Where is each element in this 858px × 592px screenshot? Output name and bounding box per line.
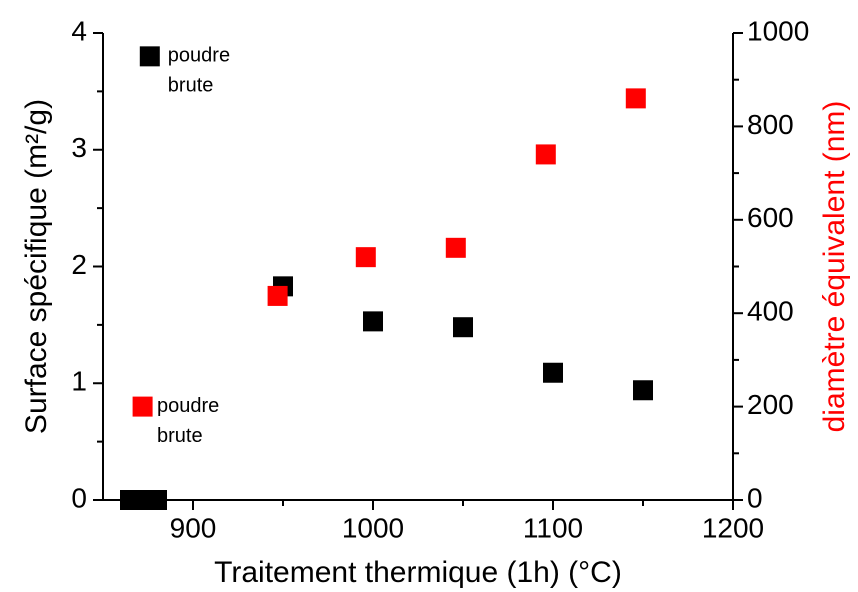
x-axis-label: Traitement thermique (1h) (°C): [214, 556, 622, 589]
marker: [543, 362, 563, 383]
annotation: poudre: [157, 395, 219, 417]
marker: [267, 285, 288, 306]
y2-tick-label: 0: [747, 482, 763, 513]
marker: [139, 46, 160, 67]
y-tick-label: 1: [71, 366, 87, 397]
y-tick-label: 3: [71, 132, 87, 163]
y-tick-label: 4: [71, 15, 87, 46]
x-tick-label: 1200: [702, 512, 764, 543]
marker: [132, 396, 153, 417]
marker: [355, 247, 376, 268]
x-tick-label: 900: [170, 512, 217, 543]
y2-tick-label: 1000: [747, 15, 809, 46]
annotation: brute: [157, 425, 203, 447]
y2-tick-label: 800: [747, 109, 794, 140]
y2-tick-label: 200: [747, 389, 794, 420]
x-tick-label: 1000: [342, 512, 404, 543]
marker: [147, 490, 167, 510]
y2-axis-label: diamètre équivalent (nm): [818, 101, 851, 433]
marker: [445, 237, 466, 258]
marker: [535, 144, 556, 165]
y-tick-label: 0: [71, 482, 87, 513]
marker: [633, 380, 653, 401]
annotation: brute: [168, 75, 214, 97]
y-tick-label: 2: [71, 249, 87, 280]
y2-tick-label: 600: [747, 202, 794, 233]
x-tick-label: 1100: [523, 512, 583, 543]
annotation: poudre: [168, 45, 230, 67]
y2-tick-label: 400: [747, 296, 794, 327]
marker: [363, 311, 383, 332]
marker: [625, 88, 646, 109]
marker: [453, 317, 473, 338]
y-axis-label: Surface spécifique (m²/g): [20, 99, 53, 434]
